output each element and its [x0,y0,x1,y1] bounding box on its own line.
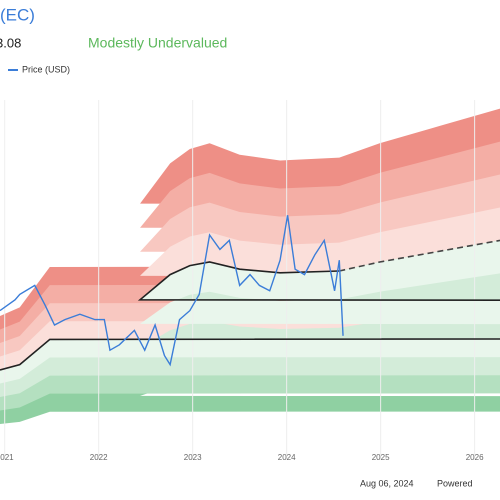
credit: Powered [437,478,473,488]
x-tick-label: 2025 [372,453,390,462]
date-label: Aug 06, 2024 [360,478,414,488]
x-tick-label: 2023 [184,453,202,462]
valuation-band [0,240,500,384]
x-tick-label: 2026 [466,453,484,462]
price-line [0,215,344,367]
price-value: 3.08 [0,35,21,50]
legend-label: Price (USD) [22,64,70,74]
valuation-rating: Modestly Undervalued [88,35,227,51]
fair-value-line [0,261,500,371]
fair-value-projection [339,239,500,272]
x-tick-label: 2024 [278,453,296,462]
x-tick-label: 2022 [90,453,108,462]
chart-title: (EC) [0,5,35,24]
x-tick-label: 2021 [0,453,14,462]
